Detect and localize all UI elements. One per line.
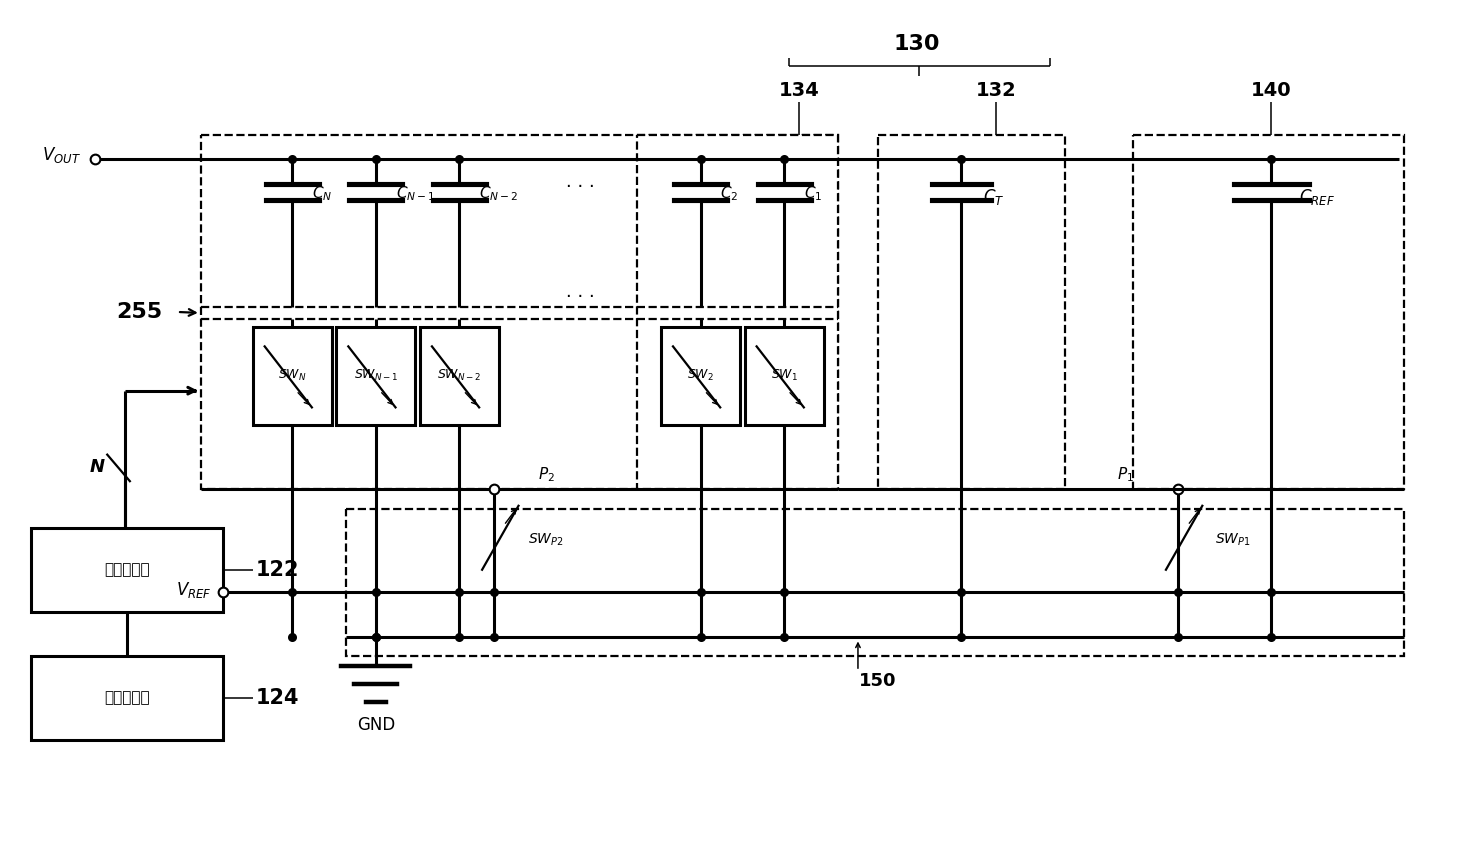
Text: $SW_{N-1}$: $SW_{N-1}$ xyxy=(353,369,397,383)
Text: $C_{REF}$: $C_{REF}$ xyxy=(1299,186,1334,207)
Text: $P_1$: $P_1$ xyxy=(1117,465,1133,483)
Text: N: N xyxy=(89,458,106,476)
Text: $V_{REF}$: $V_{REF}$ xyxy=(176,581,211,601)
Text: $C_{N-1}$: $C_{N-1}$ xyxy=(396,185,435,204)
Text: 移位暂存器: 移位暂存器 xyxy=(104,562,150,577)
Text: · · ·: · · · xyxy=(566,178,595,196)
Text: $SW_N$: $SW_N$ xyxy=(279,369,306,383)
Text: $SW_{P1}$: $SW_{P1}$ xyxy=(1215,532,1250,548)
Bar xyxy=(1133,135,1404,489)
Text: 132: 132 xyxy=(975,81,1016,100)
Text: $C_1$: $C_1$ xyxy=(803,185,822,204)
Text: $V_{OUT}$: $V_{OUT}$ xyxy=(41,144,81,165)
Text: 255: 255 xyxy=(117,302,163,322)
Text: 122: 122 xyxy=(255,560,299,580)
Bar xyxy=(745,327,824,425)
Text: $C_2$: $C_2$ xyxy=(720,185,739,204)
Bar xyxy=(252,327,331,425)
Text: $C_{N-2}$: $C_{N-2}$ xyxy=(479,185,519,204)
Text: $SW_{P2}$: $SW_{P2}$ xyxy=(528,532,564,548)
Text: · · ·: · · · xyxy=(566,288,595,306)
Bar xyxy=(31,528,223,612)
Text: $SW_1$: $SW_1$ xyxy=(771,369,798,383)
Text: 140: 140 xyxy=(1250,81,1292,100)
Text: $C_T$: $C_T$ xyxy=(982,186,1004,207)
Bar xyxy=(878,135,1064,489)
Text: GND: GND xyxy=(356,716,394,734)
Text: 124: 124 xyxy=(255,688,299,708)
Bar xyxy=(421,327,498,425)
Text: 累加暂存器: 累加暂存器 xyxy=(104,690,150,705)
Bar xyxy=(31,657,223,740)
Text: $SW_{N-2}$: $SW_{N-2}$ xyxy=(437,369,481,383)
Text: 134: 134 xyxy=(778,81,819,100)
Text: $P_2$: $P_2$ xyxy=(538,465,556,483)
Bar xyxy=(346,508,1404,657)
Text: 150: 150 xyxy=(859,672,896,690)
Bar xyxy=(661,327,740,425)
Bar xyxy=(337,327,415,425)
Text: $C_N$: $C_N$ xyxy=(312,185,333,204)
Bar xyxy=(201,135,839,489)
Bar xyxy=(636,135,839,489)
Text: 130: 130 xyxy=(894,35,940,54)
Text: $SW_2$: $SW_2$ xyxy=(688,369,714,383)
